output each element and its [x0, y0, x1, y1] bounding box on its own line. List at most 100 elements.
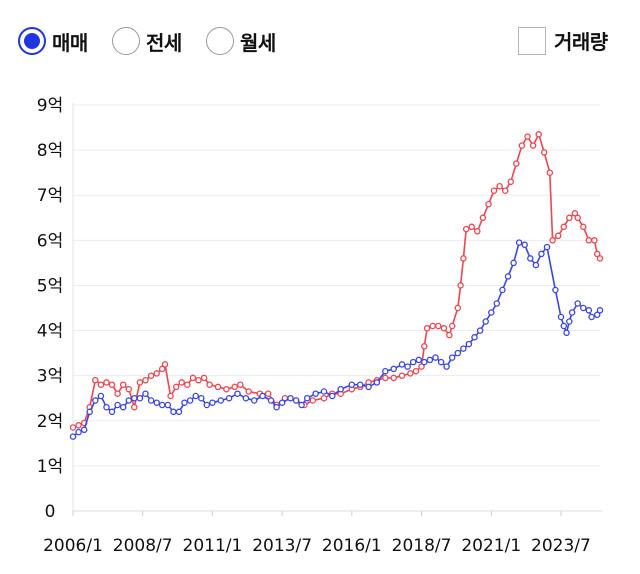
series-line	[72, 241, 601, 438]
data-point	[69, 424, 77, 431]
radio-monthly-rent[interactable]: 월세	[206, 24, 276, 58]
axes	[72, 103, 602, 516]
data-point	[365, 383, 372, 391]
data-point	[563, 329, 570, 337]
data-point	[596, 255, 604, 262]
data-point	[237, 381, 244, 388]
data-point	[443, 363, 450, 370]
x-tick-labels: 2006/1 2008/7 2011/1 2013/7 2016/1 2018/7 2021…	[43, 536, 591, 556]
data-point	[407, 370, 414, 377]
data-point	[596, 307, 604, 314]
data-point	[554, 232, 562, 240]
data-point	[529, 142, 537, 149]
data-point	[75, 422, 82, 429]
data-point	[147, 372, 155, 379]
y-tick-label: 5억	[37, 276, 63, 296]
data-point	[225, 394, 233, 402]
data-point	[200, 374, 208, 382]
data-point	[103, 403, 110, 411]
data-point	[591, 237, 598, 244]
data-point	[513, 160, 520, 167]
data-point	[320, 394, 328, 402]
radio-sale[interactable]: 매매	[18, 24, 88, 58]
data-point	[454, 304, 462, 312]
data-point	[292, 397, 300, 404]
data-point	[382, 374, 389, 382]
data-point	[560, 322, 568, 330]
data-point	[462, 225, 470, 233]
data-point	[496, 182, 503, 190]
data-point	[571, 210, 579, 217]
data-point	[382, 367, 389, 375]
x-tick-label: 2006/1	[43, 536, 103, 556]
data-point	[538, 250, 545, 258]
data-point	[415, 356, 423, 364]
data-point	[250, 397, 258, 404]
data-point	[507, 178, 515, 185]
data-point	[465, 340, 473, 348]
data-point	[493, 300, 501, 307]
radio-circle-icon	[112, 27, 140, 55]
grid	[73, 104, 600, 467]
data-point	[242, 394, 250, 402]
radio-jeonse[interactable]: 전세	[112, 24, 182, 58]
data-point	[557, 313, 565, 321]
data-point	[75, 428, 82, 436]
data-point	[186, 397, 194, 404]
data-point	[103, 379, 110, 386]
data-point	[114, 390, 121, 397]
x-tick-label: 2016/1	[322, 536, 382, 556]
data-point	[437, 358, 445, 366]
y-tick-label: 1억	[37, 457, 63, 477]
data-point	[147, 397, 155, 404]
data-point	[524, 133, 531, 140]
data-point	[457, 282, 464, 289]
data-point	[223, 385, 230, 393]
data-point	[412, 367, 420, 375]
data-point	[485, 200, 492, 208]
data-point	[460, 255, 467, 262]
data-point	[549, 237, 556, 244]
data-point	[337, 385, 344, 393]
radio-circle-icon	[206, 27, 234, 55]
data-point	[404, 363, 411, 370]
data-point	[234, 390, 241, 397]
data-point	[278, 399, 286, 406]
data-point	[446, 331, 453, 339]
data-point	[482, 318, 489, 325]
data-point	[435, 322, 442, 330]
data-point	[214, 383, 222, 391]
data-point	[543, 243, 551, 251]
data-point	[92, 397, 99, 404]
data-point	[264, 390, 272, 397]
data-point	[158, 401, 166, 409]
data-point	[92, 376, 99, 384]
series-line	[72, 133, 601, 429]
series-1	[69, 131, 604, 431]
data-point	[97, 392, 105, 400]
data-point	[432, 354, 439, 361]
data-point	[588, 313, 595, 321]
y-tick-label: 6억	[37, 231, 63, 251]
data-point	[195, 376, 202, 384]
data-point	[119, 381, 127, 388]
price-type-controls: 매매 전세 월세 거래량	[0, 0, 640, 80]
data-point	[490, 187, 498, 194]
data-point	[108, 381, 116, 388]
data-point	[521, 241, 528, 249]
x-tick-label: 2021/1	[461, 536, 521, 556]
data-point	[206, 381, 213, 388]
data-point	[535, 131, 542, 138]
y-tick-labels: 0 1억 2억 3억 4억 5억 6억 7억 8억 9억	[37, 96, 63, 522]
data-point	[114, 401, 121, 409]
data-point	[423, 325, 431, 332]
volume-checkbox[interactable]: 거래량	[518, 26, 608, 55]
data-point	[540, 149, 548, 156]
data-point	[421, 358, 428, 366]
data-point	[142, 390, 149, 397]
data-point	[566, 214, 573, 222]
data-point	[80, 426, 88, 434]
y-tick-label: 4억	[37, 322, 63, 342]
data-point	[585, 307, 593, 314]
data-point	[471, 334, 478, 341]
